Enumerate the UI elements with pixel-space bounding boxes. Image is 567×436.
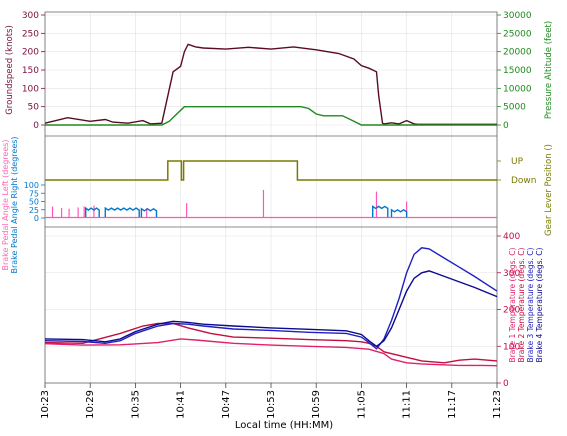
temp-axis-label-3: Brake 3 Temperature (degs. C) — [526, 248, 535, 363]
temp-tick-label: 0 — [503, 379, 509, 389]
brake-3-line — [44, 247, 498, 350]
pedal-tick-label: 0 — [34, 214, 39, 223]
temp-tick-label: 100 — [503, 342, 520, 352]
temp-tick-label: 300 — [503, 269, 520, 279]
x-tick-label: 10:41 — [176, 390, 187, 419]
pedal-right-segment — [372, 205, 389, 217]
x-tick-label: 10:29 — [85, 390, 96, 419]
x-tick-label: 11:05 — [356, 390, 367, 419]
x-tick-label: 10:35 — [130, 390, 141, 419]
temp-tick-label: 400 — [503, 232, 520, 242]
y-left-tick-label: 150 — [22, 66, 39, 76]
y-right-tick-label: 5000 — [503, 103, 526, 113]
temp-axis-label-4: Brake 4 Temperature (degs. C) — [535, 248, 544, 363]
temp-tick-label: 200 — [503, 306, 520, 316]
x-tick-label: 11:17 — [447, 390, 458, 419]
axes: 10:23 10:29 10:35 10:41 10:47 10:53 10:59 11:05… — [1, 11, 554, 419]
y-left-tick-label: 200 — [22, 48, 39, 58]
y-left-axis-label: Groundspeed (knots) — [5, 25, 15, 115]
temp-axis-label-2: Brake 2 Temperature (degs. C) — [517, 248, 526, 363]
y-left-tick-label: 250 — [22, 29, 39, 39]
y-right-tick-label: 0 — [503, 121, 509, 131]
pedal-right-segment — [390, 208, 408, 217]
x-tick-label: 11:11 — [402, 390, 413, 419]
pedal-tick-label: 25 — [29, 206, 39, 215]
x-tick-label: 10:47 — [221, 390, 232, 419]
gear-tick-label: UP — [511, 157, 524, 167]
brake-1-line — [44, 338, 498, 367]
pedal-tick-label: 50 — [29, 198, 39, 207]
pedal-right-axis-label: Brake Pedal Angle Right (degrees) — [10, 136, 19, 273]
x-tick-label: 10:53 — [266, 390, 277, 419]
y-left-tick-label: 0 — [33, 121, 39, 131]
y-left-tick-label: 100 — [22, 84, 39, 94]
gear-axis-label: Gear Lever Position () — [544, 144, 554, 236]
y-right-tick-label: 15000 — [503, 66, 532, 76]
y-left-tick-label: 300 — [22, 11, 39, 21]
gear-tick-label: Down — [511, 176, 537, 186]
brake-4-line — [44, 270, 498, 348]
pedal-tick-label: 100 — [24, 181, 39, 190]
pedal-tick-label: 75 — [29, 189, 39, 198]
pedal-left-axis-label: Brake Pedal Angle Left (degrees) — [1, 139, 10, 270]
x-axis-label: Local time (HH:MM) — [235, 420, 333, 431]
brake-2-line — [44, 322, 498, 364]
pressure-altitude-line — [45, 106, 497, 126]
y-right-axis-label: Pressure Altitude (feet) — [544, 21, 554, 119]
x-tick-label: 10:23 — [40, 390, 51, 419]
pedal-right-segment — [85, 206, 100, 217]
gear-lever-line — [45, 160, 497, 181]
x-tick-label: 11:23 — [492, 390, 503, 419]
pedal-right-segment — [104, 206, 140, 217]
y-right-tick-label: 10000 — [503, 84, 532, 94]
x-tick-label: 10:59 — [311, 390, 322, 419]
y-right-tick-label: 25000 — [503, 29, 532, 39]
y-left-tick-label: 50 — [28, 103, 40, 113]
y-right-tick-label: 20000 — [503, 48, 532, 58]
temp-axis-label-1: Brake 1 Temperature (degs. C) — [508, 248, 517, 363]
series — [44, 43, 498, 367]
pedal-right-segment — [140, 207, 158, 217]
y-right-tick-label: 30000 — [503, 11, 532, 21]
